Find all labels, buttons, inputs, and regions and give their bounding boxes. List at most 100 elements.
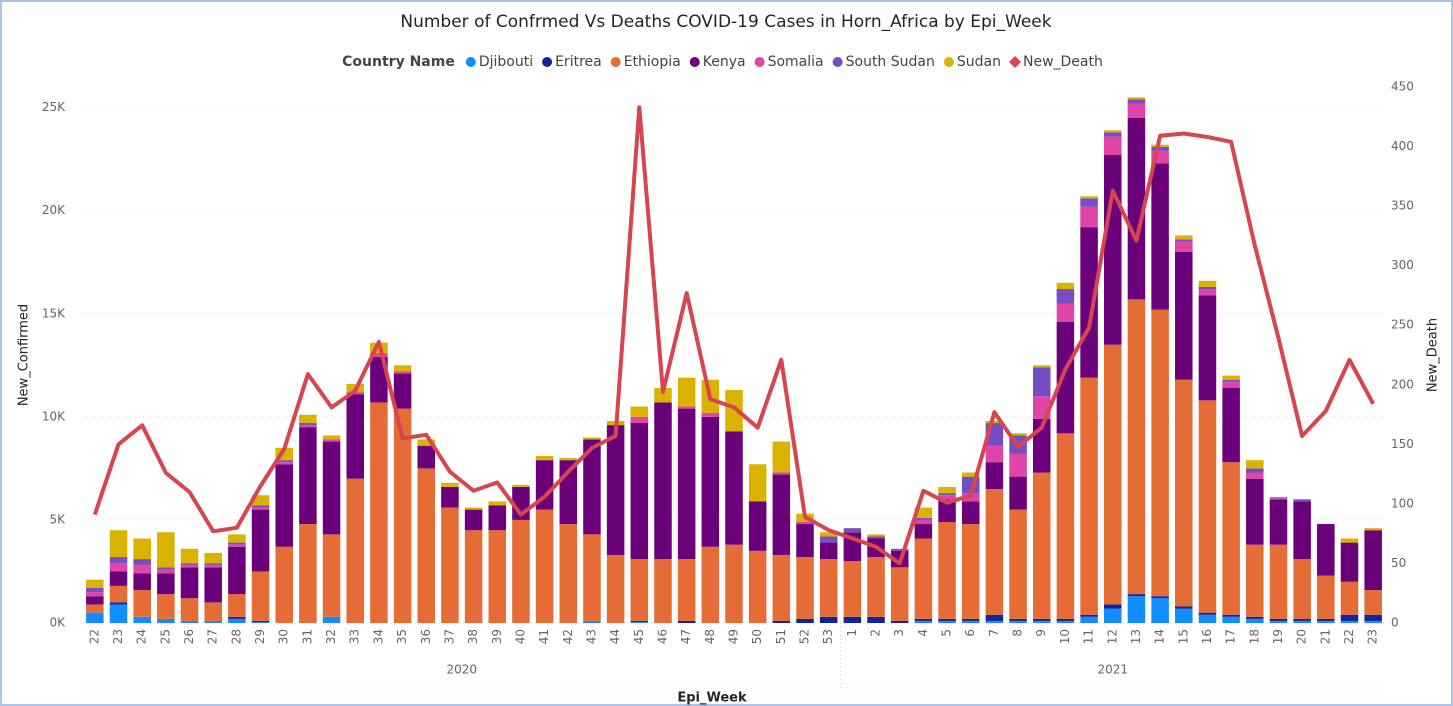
legend-marker <box>465 57 476 67</box>
bar-segment <box>157 532 175 568</box>
bar-segment <box>1151 163 1169 310</box>
bar-segment <box>1269 498 1288 500</box>
y2-tick-label: 350 <box>1391 199 1414 213</box>
bar-segment <box>630 621 649 623</box>
x-tick-label: 6 <box>963 629 977 637</box>
bar-segment <box>228 546 246 595</box>
bar-segment <box>1269 618 1288 621</box>
bar-segment <box>1364 530 1382 591</box>
bar-segment <box>1293 499 1311 502</box>
bar-segment <box>701 412 720 417</box>
bar-segment <box>1222 381 1240 388</box>
bar-segment <box>1246 468 1264 473</box>
bar-segment <box>1222 462 1240 615</box>
bar-segment <box>1198 286 1217 290</box>
bar-segment <box>819 536 838 543</box>
x-tick-label: 30 <box>277 629 291 644</box>
y-tick-label: 0K <box>49 616 66 630</box>
bar-segment <box>1032 472 1051 619</box>
legend-label: Eritrea <box>555 54 602 70</box>
y-tick-label: 15K <box>42 306 66 320</box>
bar-segment <box>1175 379 1193 607</box>
bar-segment <box>488 530 507 623</box>
bar-segment <box>583 620 601 623</box>
bar-segment <box>725 544 743 623</box>
bar-segment <box>630 416 649 424</box>
bar-segment <box>938 495 956 500</box>
bar-segment <box>1009 618 1027 621</box>
x-tick-label: 11 <box>1082 629 1096 644</box>
bar-segment <box>654 559 672 623</box>
bar-segment <box>1127 103 1146 118</box>
bar-segment <box>180 567 199 599</box>
bar-segment <box>654 402 672 560</box>
bar-segment <box>1080 198 1098 207</box>
bar-segment <box>985 489 1004 615</box>
bar-segment <box>677 377 696 407</box>
bar-segment <box>109 571 128 586</box>
x-tick-label: 46 <box>655 629 669 644</box>
x-tick-label: 24 <box>135 629 149 644</box>
bar-segment <box>322 616 341 623</box>
bar-segment <box>346 478 364 623</box>
bar-segment <box>370 402 388 623</box>
bar-segment <box>701 416 720 547</box>
y-tick-label: 25K <box>42 100 66 114</box>
bar-segment <box>251 621 270 623</box>
bar-segment <box>606 425 625 555</box>
bar-segment <box>630 406 649 417</box>
x-tick-label: 42 <box>561 629 575 644</box>
bar-segment <box>299 414 317 424</box>
legend-marker <box>1008 56 1021 68</box>
bar-segment <box>1175 241 1193 252</box>
bar-segment <box>914 519 933 525</box>
x-tick-label: 16 <box>1200 629 1214 644</box>
x-tick-label: 34 <box>371 629 385 644</box>
bar-segment <box>630 620 649 622</box>
bar-segment <box>299 427 317 525</box>
bar-segment <box>1080 377 1098 615</box>
bar-segment <box>157 594 175 619</box>
bar-segment <box>393 373 412 409</box>
bar-segment <box>1269 499 1288 545</box>
bar-segment <box>299 425 317 428</box>
bar-segment <box>204 552 222 564</box>
bar-segment <box>583 437 601 440</box>
bar-segment <box>157 569 175 574</box>
bar-segment <box>1175 235 1193 240</box>
legend-label: Ethiopia <box>624 54 681 70</box>
x-axis-title: Epi_Week <box>677 691 747 706</box>
bar-segment <box>1056 289 1075 304</box>
x-tick-label: 23 <box>1366 629 1380 644</box>
bar-segment <box>204 563 222 566</box>
bar-segment <box>1364 620 1382 623</box>
bar-segment <box>583 534 601 621</box>
bar-segment <box>725 390 743 432</box>
x-tick-label: 7 <box>987 629 1001 637</box>
bar-segment <box>1340 538 1359 543</box>
bar-segment <box>393 371 412 374</box>
y2-tick-label: 400 <box>1391 139 1414 153</box>
legend-marker <box>542 57 553 67</box>
bar-segment <box>1127 99 1146 104</box>
legend-title: Country Name <box>342 54 455 70</box>
x-tick-label: 37 <box>442 629 456 644</box>
x-tick-label: 5 <box>940 629 954 637</box>
bar-segment <box>867 536 885 539</box>
bar-segment <box>346 394 364 479</box>
bar-segment <box>1127 594 1146 597</box>
bar-segment <box>86 596 104 605</box>
bar-segment <box>961 524 980 619</box>
bar-segment <box>1175 606 1193 609</box>
bar-segment <box>914 538 933 619</box>
bar-segment <box>843 561 862 617</box>
bar-segment <box>630 559 649 621</box>
bar-segment <box>772 472 791 475</box>
bar-segment <box>133 538 151 560</box>
bar-segment <box>1198 400 1217 613</box>
bar-segment <box>748 501 767 551</box>
bar-segment <box>796 618 814 623</box>
bar-segment <box>819 616 838 623</box>
bar-segment <box>1246 618 1264 623</box>
